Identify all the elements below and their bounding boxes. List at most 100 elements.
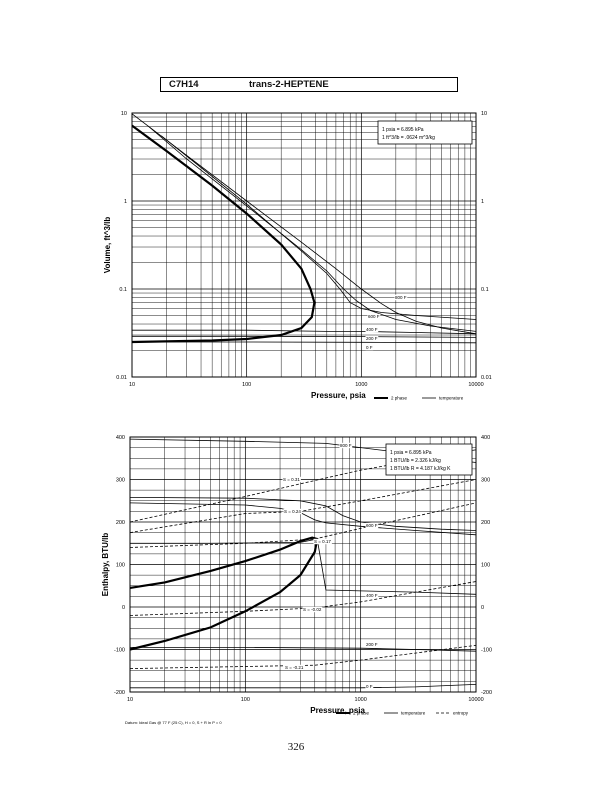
curve-label: 600 F [366,523,378,528]
unit-note-line: 1 psia = 6.895 kPa [382,127,424,133]
unit-note-line: 1 BTU/lb = 2.326 kJ/kg [390,458,441,464]
unit-note-box [377,120,473,145]
y-tick-label-right: 10 [481,111,487,117]
curve-label-bg [365,326,379,333]
curve-label: 600 F [368,314,380,319]
series-line [131,113,477,335]
series-line [129,479,477,533]
y-tick-label-left: 100 [116,563,125,569]
x-axis-label: Pressure, psia [310,706,365,715]
curve-label: S = -0.21 [285,665,304,670]
curve-label: 0 F [366,345,373,350]
curve-label: 800 F [395,295,407,300]
curve-label-bg [367,313,381,320]
page-number: 326 [287,741,305,753]
y-tick-label-right: 400 [481,435,490,441]
series-line [130,538,477,595]
curve-label-bg [365,683,374,690]
y-tick-label-right: 200 [481,520,490,526]
y-tick-label-left: 10 [121,111,127,117]
x-tick-label: 100 [242,382,251,388]
curve-label: 0 F [366,684,373,689]
curve-label: S = 0.31 [283,477,300,482]
curve-label-bg [339,442,353,449]
curve-label-bg [282,476,301,483]
y-tick-label-left: 200 [116,520,125,526]
curve-label: 400 F [366,593,378,598]
chemical-formula: C7H14 [169,79,199,90]
y-tick-label-left: -100 [114,648,125,654]
curve-label-bg [365,522,379,529]
series-line [129,581,477,616]
title-box: C7H14 trans-2-HEPTENE [160,77,458,92]
series-line [131,124,316,344]
x-tick-label: 10 [129,382,135,388]
series-line [129,497,477,531]
unit-note-line: 1 ft^3/lb = .0624 m^3/kg [382,135,435,141]
curve-label: 400 F [366,327,378,332]
y-tick-label-left: 0.1 [119,287,127,293]
series-line [129,502,477,536]
curve-label: S = -0.02 [303,607,322,612]
plot-frame [131,112,477,378]
compound-name: trans-2-HEPTENE [249,79,329,90]
y-axis-label: Volume, ft^3/lb [103,217,112,274]
series-line [130,684,477,689]
y-tick-label-left: 400 [116,435,125,441]
curve-label: 800 F [340,443,352,448]
y-axis-label: Enthalpy, BTU/lb [101,533,110,597]
x-tick-label: 10 [127,697,133,703]
y-tick-label-right: -200 [481,690,492,696]
series-line [129,536,319,651]
legend-label: temperature [401,711,426,716]
x-tick-label: 10000 [468,697,483,703]
y-tick-label-right: -100 [481,648,492,654]
y-tick-label-right: 0.01 [481,375,492,381]
y-tick-label-right: 1 [481,199,484,205]
y-tick-label-left: 0 [122,605,125,611]
curve-label: S = 0.24 [284,509,301,514]
curve-label: S = 0.17 [314,539,331,544]
legend-label: 2 phase [353,711,370,716]
y-tick-label-left: -200 [114,690,125,696]
y-tick-label-left: 300 [116,478,125,484]
y-tick-label-right: 0.1 [481,287,489,293]
curve-label-bg [302,606,323,613]
series-line [132,329,477,335]
y-tick-label-left: 1 [124,199,127,205]
x-tick-label: 10000 [468,382,483,388]
curve-label-bg [394,294,408,301]
x-tick-label: 1000 [355,382,367,388]
y-tick-label-right: 100 [481,563,490,569]
curve-label-bg [365,641,379,648]
series-line [148,126,477,332]
curve-label-bg [365,344,374,351]
unit-note-box [385,443,473,476]
unit-note-line: 1 BTU/lb R = 4.187 kJ/kg K [390,466,451,472]
x-axis-label: Pressure, psia [311,391,366,400]
curve-label-bg [283,508,302,515]
x-tick-label: 1000 [355,697,367,703]
series-line [132,341,477,344]
curve-label-bg [313,538,332,545]
series-line [161,135,477,320]
legend-label: 2 phase [391,396,408,401]
y-tick-label-left: 0.01 [116,375,127,381]
curve-label: 200 F [366,336,378,341]
y-tick-label-right: 0 [481,605,484,611]
curve-label-bg [365,592,379,599]
plot-frame [129,436,477,693]
series-line [129,644,477,669]
x-tick-label: 100 [241,697,250,703]
y-tick-label-right: 300 [481,478,490,484]
curve-label: 200 F [366,642,378,647]
unit-note-line: 1 psia = 6.895 kPa [390,450,432,456]
legend-label: entropy [453,711,469,716]
curve-label-bg [365,335,379,342]
datum-footnote: Datum: Ideal Gas @ 77 F (25 C), H = 0, S… [125,720,222,725]
series-line [132,335,477,338]
legend-label: temperature [439,396,464,401]
curve-label-bg [284,664,305,671]
